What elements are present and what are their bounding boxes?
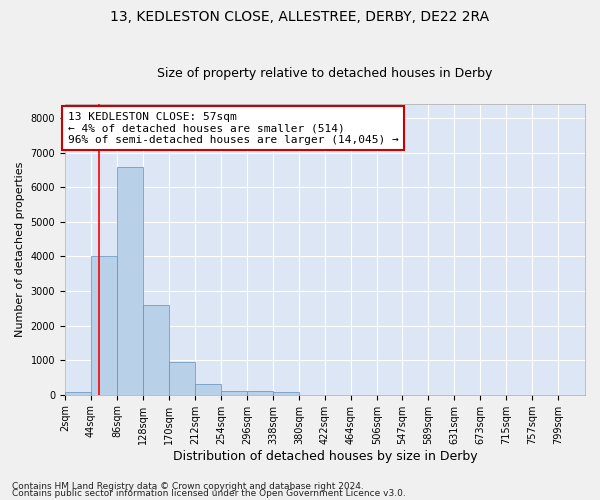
Bar (65, 392, 91, 394)
Bar (91, 256, 117, 394)
Bar (221, 390, 247, 394)
Title: Size of property relative to detached houses in Derby: Size of property relative to detached ho… (157, 66, 493, 80)
Bar (247, 392, 273, 394)
Text: Contains HM Land Registry data © Crown copyright and database right 2024.: Contains HM Land Registry data © Crown c… (12, 482, 364, 491)
Bar (195, 384, 221, 394)
Y-axis label: Number of detached properties: Number of detached properties (15, 162, 25, 337)
Text: Contains public sector information licensed under the Open Government Licence v3: Contains public sector information licen… (12, 489, 406, 498)
Text: 13 KEDLESTON CLOSE: 57sqm
← 4% of detached houses are smaller (514)
96% of semi-: 13 KEDLESTON CLOSE: 57sqm ← 4% of detach… (68, 112, 398, 144)
Text: 13, KEDLESTON CLOSE, ALLESTREE, DERBY, DE22 2RA: 13, KEDLESTON CLOSE, ALLESTREE, DERBY, D… (110, 10, 490, 24)
Bar (169, 362, 195, 394)
X-axis label: Distribution of detached houses by size in Derby: Distribution of detached houses by size … (173, 450, 477, 462)
Bar (117, 166, 143, 394)
Bar (143, 305, 169, 394)
Bar (273, 392, 299, 394)
